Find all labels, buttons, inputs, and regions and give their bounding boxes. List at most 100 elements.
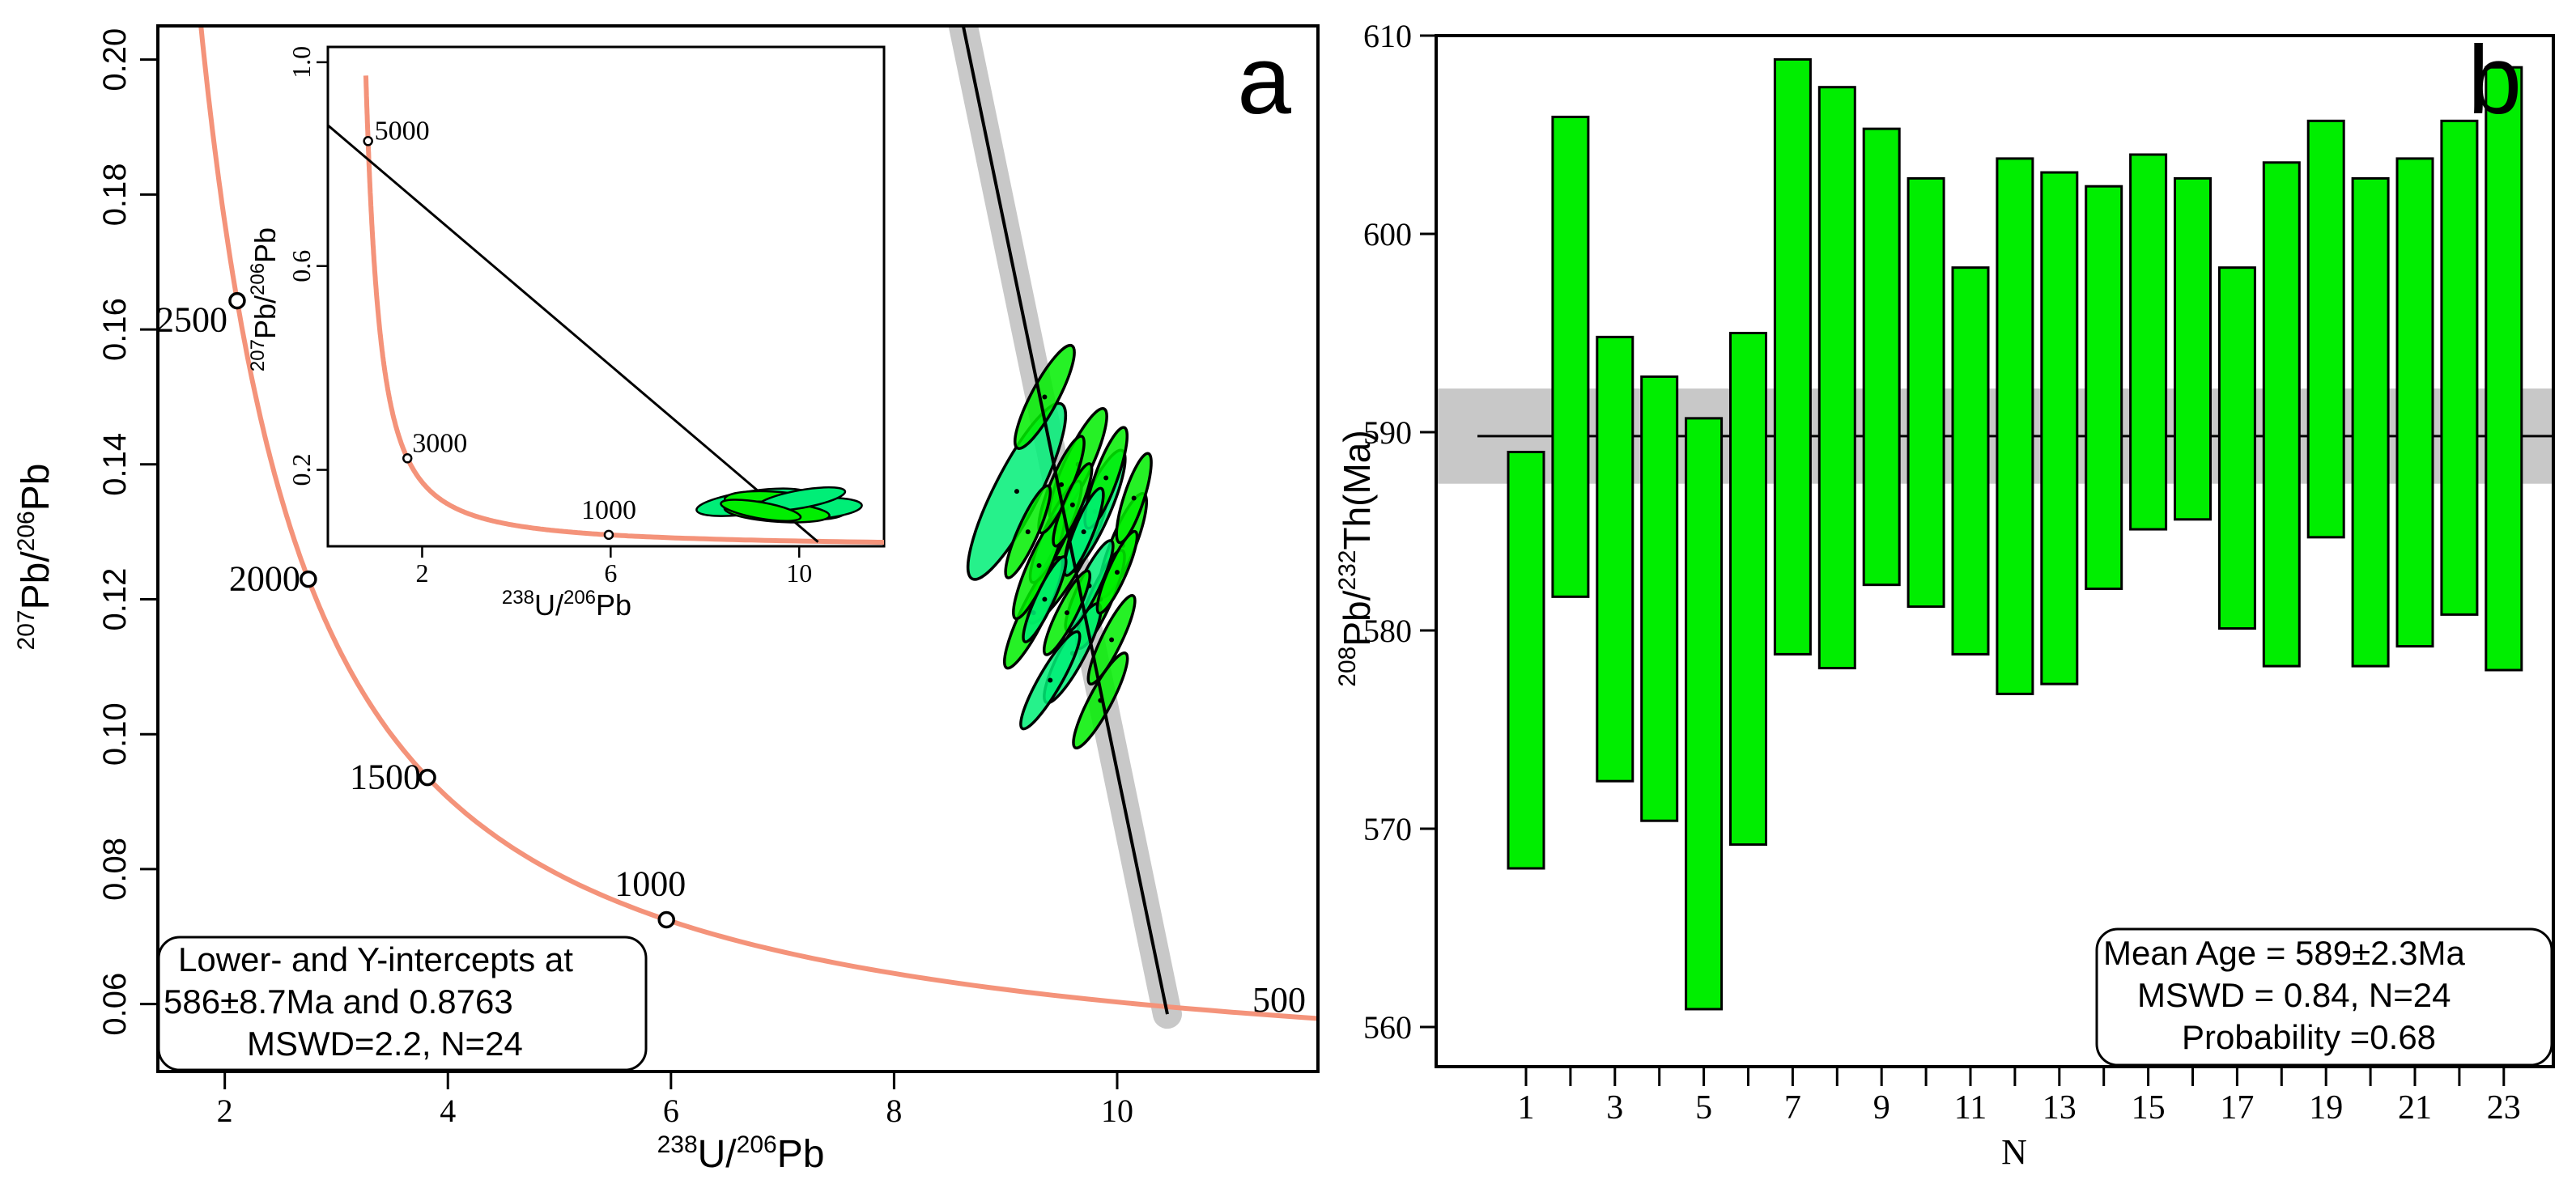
b-x-tick-label: 17 <box>2220 1089 2254 1127</box>
b-x-tick-label: 11 <box>1954 1089 1987 1127</box>
age-bar <box>1551 115 1590 598</box>
concordia-age-label-1500: 1500 <box>350 758 421 797</box>
y-tick-label: 0.18 <box>97 163 133 226</box>
panel-b-frame <box>1435 34 2555 1068</box>
y-title-base1: Pb/ <box>15 551 57 610</box>
ellipse-center <box>1109 637 1115 643</box>
panel-a-y-axis-title: 207Pb/206Pb <box>13 464 57 651</box>
concordia-age-label-2500: 2500 <box>156 300 227 340</box>
inset-age-label-3000: 3000 <box>412 428 467 458</box>
inset-y-title-base2: Pb <box>249 227 282 263</box>
ellipse-center <box>1081 529 1086 535</box>
discordia-line <box>961 26 1169 1015</box>
x-tick-label: 10 <box>1101 1093 1133 1129</box>
inset-ellipse-cluster <box>695 486 863 524</box>
inset-age-marker <box>402 453 413 464</box>
b-y-title-sup1: 208 <box>1334 647 1361 687</box>
concordia-age-label-1000: 1000 <box>614 864 686 903</box>
x-title-sup1: 238 <box>657 1131 698 1158</box>
panel-b-y-axis: 560 570 580 590 600 610 <box>1363 18 1436 1046</box>
age-bar <box>2440 119 2479 616</box>
inset-age-markers: 5000 3000 1000 <box>363 116 636 541</box>
inset-y-tick-label: 0.6 <box>287 250 316 282</box>
panel-b-stats-box: Mean Age = 589±2.3Ma MSWD = 0.84, N=24 P… <box>2095 927 2553 1067</box>
x-tick-label: 4 <box>440 1093 456 1129</box>
age-bar <box>1906 176 1945 609</box>
panel-a-plot-area: 2500 2000 1500 1000 500 <box>156 26 1318 1029</box>
y-title-sup1: 207 <box>13 609 40 650</box>
concordia-age-marker <box>300 570 317 588</box>
b-y-title-base2: Th(Ma) <box>1336 430 1378 550</box>
x-tick-label: 2 <box>217 1093 233 1129</box>
b-x-tick-label: 19 <box>2309 1089 2343 1127</box>
error-ellipses <box>966 343 1153 750</box>
y-tick-label: 0.08 <box>97 838 133 901</box>
inset-y-tick-label: 0.2 <box>287 454 316 486</box>
age-bar <box>1640 375 1679 822</box>
age-bar <box>2395 157 2434 648</box>
age-bar <box>2262 161 2301 668</box>
panel-b-x-axis-title: N <box>2001 1132 2027 1172</box>
age-bar <box>1996 157 2034 695</box>
inset-x-title-base1: U/ <box>534 588 563 622</box>
inset-y-axis: 0.2 0.6 1.0 <box>287 46 328 486</box>
b-x-tick-label: 15 <box>2132 1089 2166 1127</box>
ellipse-center <box>1103 475 1109 481</box>
inset-y-title-base1: Pb/ <box>249 295 282 339</box>
concordia-age-markers: 2500 2000 1500 1000 500 <box>156 291 1306 1020</box>
inset-mixing-line <box>328 124 819 543</box>
x-tick-label: 6 <box>663 1093 679 1129</box>
age-bar <box>1817 86 1856 670</box>
inset-x-tick-label: 6 <box>604 558 617 588</box>
stats-line-2: 586±8.7Ma and 0.8763 <box>164 982 513 1021</box>
y-tick-label: 0.06 <box>97 973 133 1036</box>
b-x-tick-label: 21 <box>2398 1089 2432 1127</box>
inset-y-title-sup1: 207 <box>247 339 269 371</box>
ellipse-center <box>1059 482 1065 487</box>
concordia-curve <box>198 26 1318 1021</box>
panel-b-y-axis-title: 208Pb/232Th(Ma) <box>1334 430 1378 686</box>
panel-a-label: a <box>1237 26 1291 134</box>
age-bar <box>1773 57 1812 656</box>
ellipse-center <box>1042 596 1048 602</box>
y-title-base2: Pb <box>15 464 57 511</box>
inset-x-axis-title: 238U/206Pb <box>502 587 631 622</box>
age-bar <box>1685 417 1724 1011</box>
inset-error-ellipse <box>720 499 802 523</box>
inset-x-title-sup1: 238 <box>502 587 534 609</box>
inset-y-axis-title: 207Pb/206Pb <box>247 227 282 371</box>
inset-x-title-sup2: 206 <box>563 587 596 609</box>
b-x-tick-label: 1 <box>1518 1089 1535 1127</box>
b-stats-line-2: MSWD = 0.84, N=24 <box>2137 976 2451 1014</box>
b-y-title-sup2: 232 <box>1334 550 1361 591</box>
ellipse-center <box>1114 570 1120 575</box>
y-tick-label: 0.12 <box>97 568 133 631</box>
age-bar <box>2040 171 2079 685</box>
y-tick-label: 0.16 <box>97 298 133 361</box>
inset-y-tick-label: 1.0 <box>287 46 316 79</box>
ellipse-center <box>1042 394 1048 400</box>
panel-a-x-axis-title: 238U/206Pb <box>657 1131 825 1176</box>
y-tick-label: 0.20 <box>97 28 133 91</box>
stats-line-1: Lower- and Y-intercepts at <box>178 940 573 978</box>
b-y-tick-label: 570 <box>1363 811 1412 847</box>
age-bar <box>2085 185 2123 591</box>
ellipse-center <box>1069 502 1075 507</box>
y-title-sup2: 206 <box>13 511 40 551</box>
b-stats-box-frame <box>2095 927 2553 1067</box>
concordia-age-label-500: 500 <box>1252 980 1306 1020</box>
inset-y-title-sup2: 206 <box>247 263 269 295</box>
age-bar <box>2129 153 2168 531</box>
b-x-tick-label: 13 <box>2043 1089 2077 1127</box>
b-stats-line-1: Mean Age = 589±2.3Ma <box>2103 934 2466 972</box>
concordia-age-marker <box>657 910 675 929</box>
age-bar <box>1729 332 1767 847</box>
b-y-tick-label: 560 <box>1363 1009 1412 1046</box>
inset-x-tick-label: 10 <box>786 558 812 588</box>
inset-concordia-curve <box>363 75 884 545</box>
b-x-tick-label: 5 <box>1695 1089 1712 1127</box>
x-tick-label: 8 <box>886 1093 902 1129</box>
age-bar <box>2485 66 2523 672</box>
